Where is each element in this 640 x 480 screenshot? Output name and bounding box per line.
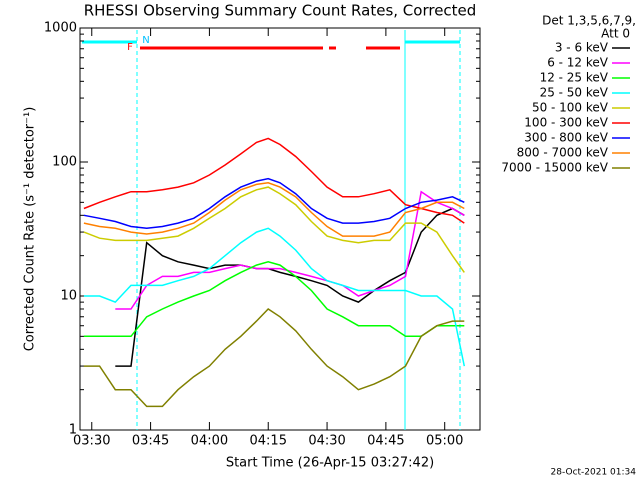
y-tick-label: 10 xyxy=(60,289,77,304)
x-tick-label: 03:45 xyxy=(132,434,169,449)
legend-label: 25 - 50 keV xyxy=(540,86,609,100)
plot-frame xyxy=(79,27,481,431)
series-line xyxy=(115,190,465,310)
series-line xyxy=(83,308,465,408)
legend-label: 800 - 7000 keV xyxy=(517,146,609,160)
footer: 28-Oct-2021 01:34 xyxy=(551,468,637,478)
series-line xyxy=(83,177,465,230)
y-tick-label: 100 xyxy=(52,155,77,170)
legend-label: 3 - 6 keV xyxy=(555,41,609,55)
y-tick-label: 1 xyxy=(69,423,77,438)
legend-label: 6 - 12 keV xyxy=(547,56,609,70)
x-axis-label: Start Time (26-Apr-15 03:27:42) xyxy=(226,456,434,471)
legend-label: 50 - 100 keV xyxy=(532,101,609,115)
series-line xyxy=(83,182,465,237)
series-line xyxy=(83,137,465,224)
flag-label: N xyxy=(142,35,149,46)
series-line xyxy=(83,227,466,367)
x-tick-label: 04:00 xyxy=(191,434,228,449)
legend-label: 300 - 800 keV xyxy=(524,131,608,145)
x-tick-label: 04:30 xyxy=(308,434,345,449)
flags: F N xyxy=(82,30,461,430)
series-line xyxy=(83,186,465,273)
x-tick-label: 04:45 xyxy=(367,434,404,449)
legend-title: Att 0 xyxy=(601,27,630,41)
series-line xyxy=(83,261,465,338)
legend-title: Det 1,3,5,6,7,9, xyxy=(542,14,636,28)
x-tick-label: 03:30 xyxy=(73,434,110,449)
legend-label: 100 - 300 keV xyxy=(524,116,608,130)
chart-title: RHESSI Observing Summary Count Rates, Co… xyxy=(84,2,477,20)
legend-label: 12 - 25 keV xyxy=(540,71,609,85)
y-tick-label: 1000 xyxy=(44,21,77,36)
legend-label: 7000 - 15000 keV xyxy=(501,161,608,175)
x-tick-label: 05:00 xyxy=(426,434,463,449)
series-line xyxy=(115,207,465,367)
flag-label: F xyxy=(127,42,133,53)
y-axis-label: Corrected Count Rate (s⁻¹ detector⁻¹) xyxy=(23,107,38,352)
x-tick-label: 04:15 xyxy=(250,434,287,449)
